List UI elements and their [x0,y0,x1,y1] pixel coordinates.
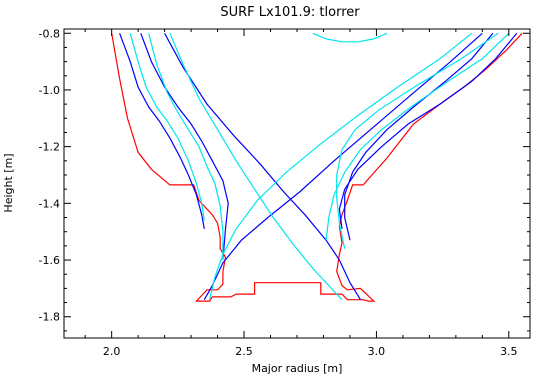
y-tick-label-0: -0.8 [39,27,60,40]
series-line-4 [164,33,362,301]
series-line-7 [203,32,483,300]
x-axis: 2.0 2.5 3.0 3.5 [84,29,518,358]
x-tick-label-3: 3.5 [500,345,518,358]
series-line-6 [344,32,494,241]
series-line-8 [129,33,205,221]
series-line-2 [119,33,205,230]
x-tick-label-2: 3.0 [368,345,386,358]
y-tick-label-4: -1.6 [39,254,60,267]
y-tick-label-5: -1.8 [39,311,60,324]
series-line-3 [140,33,229,261]
series-line-14 [312,32,388,43]
y-tick-label-1: -1.0 [39,84,60,97]
chart-title: SURF Lx101.9: tlorrer [220,5,360,20]
series-line-10 [169,33,343,301]
y-axis: -0.8 -1.0 -1.2 -1.4 -1.6 -1.8 [39,27,530,332]
series-line-5 [338,32,518,229]
x-tick-label-1: 2.5 [235,345,253,358]
x-axis-label: Major radius [m] [252,362,343,375]
y-tick-label-2: -1.2 [39,141,60,154]
series-line-13 [209,32,473,300]
series-line-11 [325,32,510,241]
y-tick-label-3: -1.4 [39,197,60,210]
series-line-1 [111,32,523,302]
series-line-12 [336,32,499,249]
y-axis-label: Height [m] [2,153,15,212]
x-tick-label-0: 2.0 [103,345,121,358]
chart-series-group [111,32,523,302]
series-line-9 [148,33,224,260]
